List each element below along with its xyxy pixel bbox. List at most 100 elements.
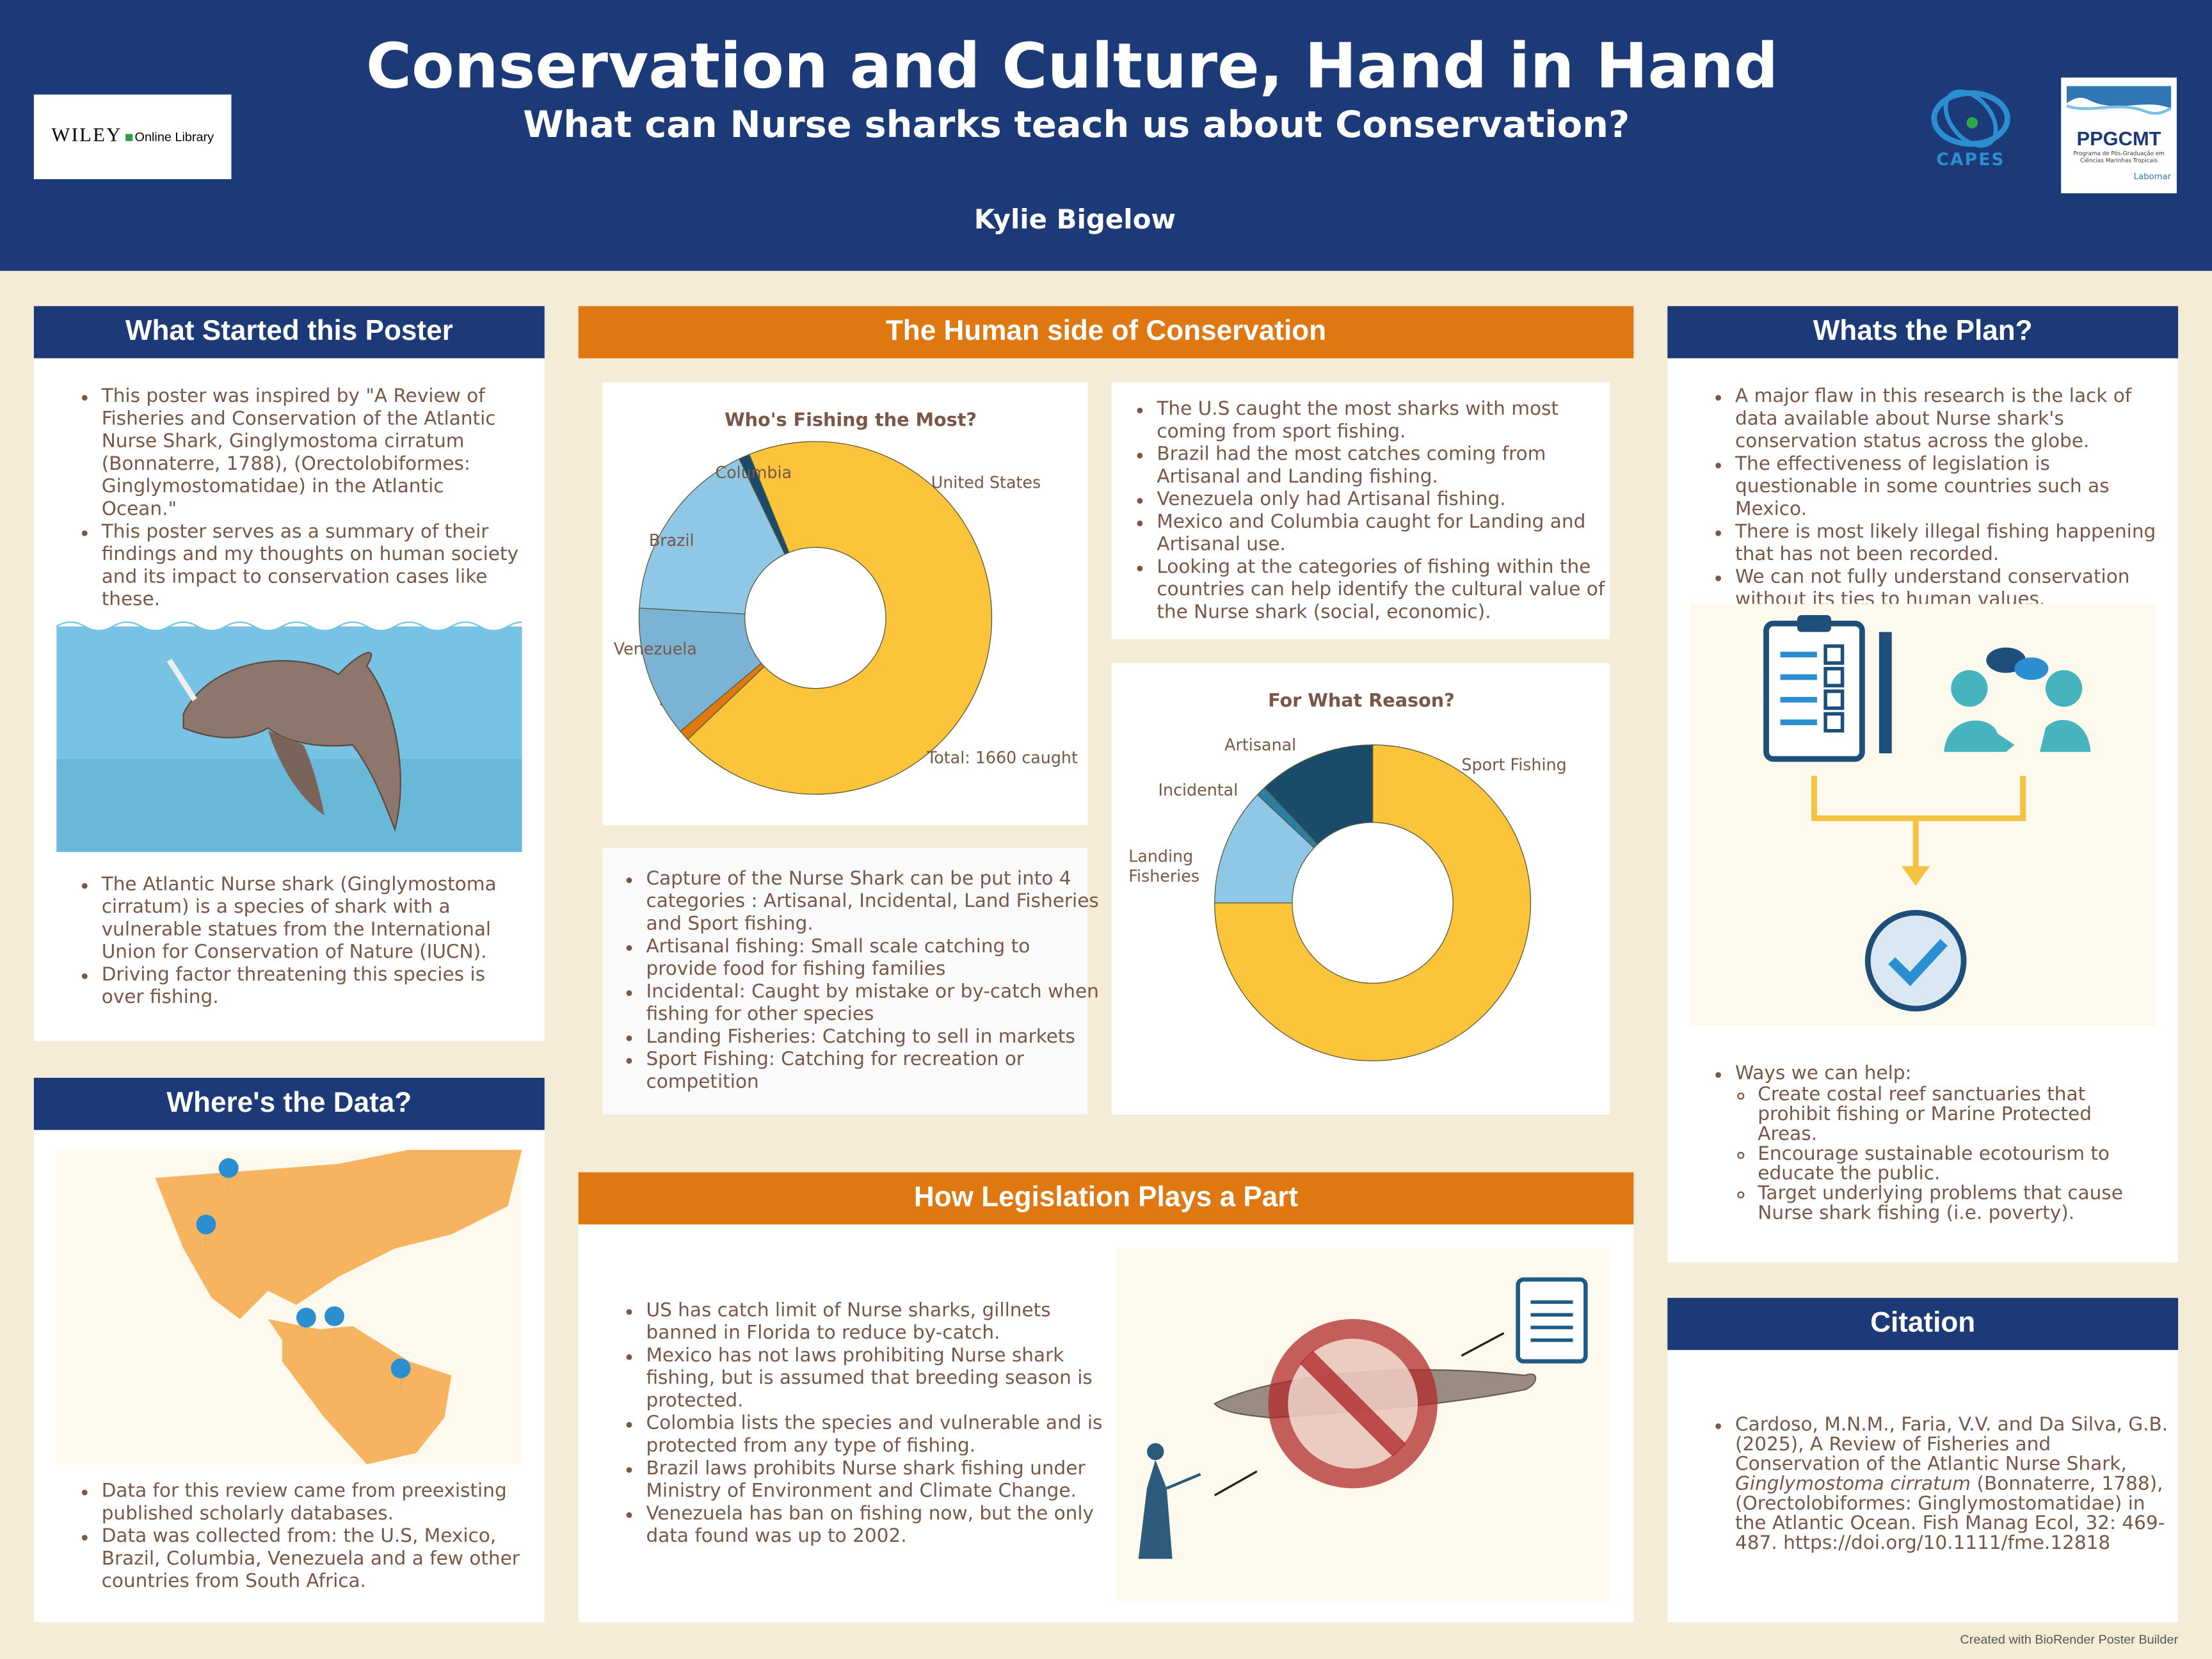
section-heading: The Human side of Conservation xyxy=(578,306,1634,358)
labomar: Labomar xyxy=(2133,172,2172,182)
bullet: Mexico has not laws prohibiting Nurse sh… xyxy=(646,1346,1111,1414)
bullet: Brazil laws prohibits Nurse shark fishin… xyxy=(646,1459,1111,1504)
decoration xyxy=(1461,1332,1505,1357)
bullet-list: US has catch limit of Nurse sharks, gill… xyxy=(621,1301,1112,1549)
pie-slice xyxy=(639,458,786,614)
decoration xyxy=(1166,1473,1201,1490)
bullet-list: This poster was inspired by "A Review of… xyxy=(76,387,525,613)
help-block: Ways we can help: Create costal reef san… xyxy=(1710,1064,2147,1224)
decoration xyxy=(1214,1470,1258,1496)
legislation-illustration xyxy=(1116,1248,1610,1601)
decoration xyxy=(1902,866,1930,886)
section-heading: How Legislation Plays a Part xyxy=(578,1172,1634,1225)
bullet: Brazil had the most catches coming from … xyxy=(1157,444,1615,490)
chart-title: For What Reason? xyxy=(1268,689,1455,711)
bullet: The U.S caught the most sharks with most… xyxy=(1157,399,1615,445)
bullet-text: Ways we can help: xyxy=(1735,1063,1912,1085)
pie-slice xyxy=(638,607,762,732)
capes-icon xyxy=(1931,89,2010,148)
label-line: Landing xyxy=(1128,847,1193,866)
decoration xyxy=(1138,1443,1173,1559)
bullet: Data was collected from: the U.S, Mexico… xyxy=(102,1527,525,1594)
chart-annotation: Total: 1660 caught xyxy=(926,748,1078,767)
decoration xyxy=(1797,614,1831,632)
text-panel xyxy=(1111,382,1610,639)
decoration xyxy=(325,1306,344,1354)
slice-label: Brazil xyxy=(649,531,694,550)
bullet: Sport Fishing: Catching for recreation o… xyxy=(646,1050,1104,1095)
bullet: Incidental: Caught by mistake or by-catc… xyxy=(646,982,1104,1027)
pie-slice xyxy=(687,441,993,795)
bullet-list: Ways we can help: Create costal reef san… xyxy=(1710,1064,2147,1224)
bullet: Encourage sustainable ecotourism to educ… xyxy=(1758,1145,2147,1185)
header-band xyxy=(0,0,2212,271)
citation: Cardoso, M.N.M., Faria, V.V. and Da Silv… xyxy=(1735,1416,2172,1555)
decoration xyxy=(1823,689,1845,710)
decoration xyxy=(196,1158,411,1407)
decoration xyxy=(1811,776,2026,872)
decoration xyxy=(2066,86,2172,109)
plan-illustration xyxy=(1690,604,2156,1026)
bullet: Venezuela has ban on fishing now, but th… xyxy=(646,1504,1111,1550)
bullet: Ways we can help: Create costal reef san… xyxy=(1735,1064,2147,1224)
ppgcmt-sub: Programa de Pós-Graduação em Ciências Ma… xyxy=(2073,149,2165,164)
bullet: Data for this review came from preexisti… xyxy=(102,1481,525,1527)
decoration xyxy=(166,659,197,701)
bullet: Driving factor threatening this species … xyxy=(102,965,525,1011)
decoration xyxy=(1864,910,1967,1012)
bullet-list: Data for this review came from preexisti… xyxy=(76,1481,525,1594)
decoration xyxy=(56,621,522,632)
bullet: We can not fully understand conservation… xyxy=(1735,567,2172,613)
bullet: A major flaw in this research is the lac… xyxy=(1735,387,2172,454)
decoration xyxy=(1530,1300,1573,1342)
decoration xyxy=(155,1150,522,1319)
bullet-list: The Atlantic Nurse shark (Ginglymostoma … xyxy=(76,875,525,1011)
bullet: Landing Fisheries: Catching to sell in m… xyxy=(646,1027,1104,1050)
decoration xyxy=(2014,657,2049,680)
decoration xyxy=(390,1358,411,1407)
wiley-dot xyxy=(125,133,132,141)
subtitle: What can Nurse sharks teach us about Con… xyxy=(523,104,1630,147)
slice-label: Columbia xyxy=(715,463,792,482)
title: Conservation and Culture, Hand in Hand xyxy=(365,31,1779,103)
capes-dot xyxy=(1966,116,1978,129)
chart-title: Who's Fishing the Most? xyxy=(725,409,977,431)
decoration xyxy=(1944,720,2015,752)
capes-text: CAPES xyxy=(1936,149,2005,170)
bullet: Mexico and Columbia caught for Landing a… xyxy=(1157,512,1615,557)
pie-slice xyxy=(1214,744,1532,1062)
bullet: Colombia lists the species and vulnerabl… xyxy=(646,1413,1111,1459)
author: Kylie Bigelow xyxy=(974,204,1176,236)
citation-text: Cardoso, M.N.M., Faria, V.V. and Da Silv… xyxy=(1735,1415,2168,1476)
bullet: Looking at the categories of fishing wit… xyxy=(1157,557,1615,625)
citation-list: Cardoso, M.N.M., Faria, V.V. and Da Silv… xyxy=(1710,1416,2172,1555)
decoration xyxy=(1823,712,1845,733)
wiley-sub: Online Library xyxy=(134,129,214,144)
decoration xyxy=(282,1326,452,1464)
bullet: The effectiveness of legislation is ques… xyxy=(1735,454,2172,522)
decoration xyxy=(268,730,325,815)
slice-label: Incidental xyxy=(1158,780,1238,799)
citation-text: (Bonnaterre, 1788), (Orectolobiformes: G… xyxy=(1735,1474,2165,1555)
decoration xyxy=(1823,666,1845,687)
slice-label: Venezuela xyxy=(614,639,697,659)
bullet: Venezuela only had Artisanal fishing. xyxy=(1157,490,1615,512)
decoration xyxy=(182,652,401,832)
sub-bullet-list: Create costal reef sanctuaries that proh… xyxy=(1735,1086,2147,1224)
decoration xyxy=(1888,939,1948,986)
wiley-text: WILEY xyxy=(51,125,122,147)
bullet-list: A major flaw in this research is the lac… xyxy=(1710,387,2172,613)
decoration xyxy=(218,1158,239,1206)
decoration xyxy=(2066,104,2172,115)
decoration xyxy=(196,1214,216,1263)
slice-label: Landing Fisheries xyxy=(1128,847,1199,886)
map-illustration xyxy=(56,1150,522,1464)
footer: Created with BioRender Poster Builder xyxy=(1960,1632,2179,1647)
section-heading: What Started this Poster xyxy=(33,306,545,358)
section-heading: Where's the Data? xyxy=(33,1077,545,1130)
citation-species: Ginglymostoma cirratum xyxy=(1735,1474,1971,1496)
